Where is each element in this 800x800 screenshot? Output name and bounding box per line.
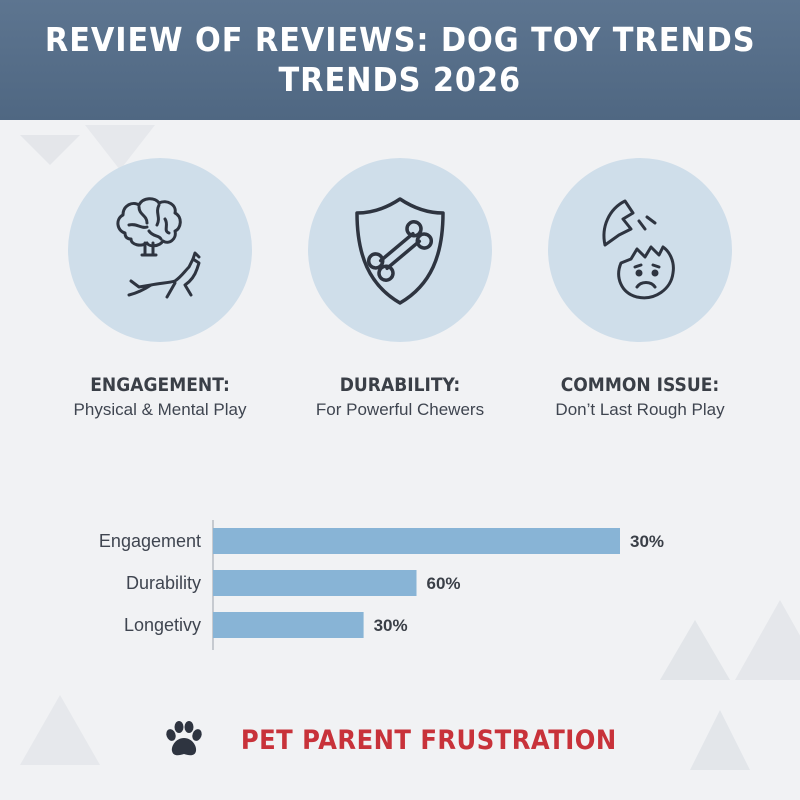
bar-engagement bbox=[213, 528, 620, 554]
footer-text: PET PARENT FRUSTRATION bbox=[241, 724, 617, 756]
data-label: 30% bbox=[374, 616, 408, 635]
feature-common-issue: COMMON ISSUE: Don’t Last Rough Play bbox=[520, 158, 760, 420]
feature-title: ENGAGEMENT: bbox=[90, 374, 230, 396]
broken-toy-sad-icon bbox=[602, 199, 675, 300]
category-label: Engagement bbox=[99, 531, 201, 551]
feature-title: COMMON ISSUE: bbox=[560, 374, 720, 396]
feature-durability: DURABILITY: For Powerful Chewers bbox=[280, 158, 520, 420]
brain-and-dog-icon bbox=[116, 197, 201, 299]
feature-subtitle: Don’t Last Rough Play bbox=[555, 400, 725, 419]
paw-icon bbox=[166, 721, 202, 756]
bg-triangle bbox=[690, 710, 750, 770]
bg-triangle bbox=[20, 695, 100, 765]
data-label: 30% bbox=[630, 532, 664, 551]
header-banner: REVIEW OF REVIEWS: DOG TOY TRENDS TRENDS… bbox=[0, 0, 800, 120]
data-label: 60% bbox=[427, 574, 461, 593]
bar-chart: Engagement 30% Durability 60% Longetivy 30% bbox=[99, 520, 664, 650]
feature-circle bbox=[548, 158, 732, 342]
page-title-line-1: REVIEW OF REVIEWS: DOG TOY TRENDS bbox=[44, 20, 756, 59]
page-title-line-2: TRENDS 2026 bbox=[278, 60, 522, 99]
category-label: Longetivy bbox=[124, 615, 201, 635]
category-label: Durability bbox=[126, 573, 201, 593]
bar-longetivy bbox=[213, 612, 364, 638]
bg-triangle bbox=[660, 620, 730, 680]
bar-durability bbox=[213, 570, 417, 596]
footer: PET PARENT FRUSTRATION bbox=[0, 720, 800, 760]
feature-engagement: ENGAGEMENT: Physical & Mental Play bbox=[40, 158, 280, 420]
bg-triangle bbox=[20, 135, 80, 165]
bg-triangle bbox=[735, 600, 800, 680]
feature-subtitle: For Powerful Chewers bbox=[315, 400, 485, 419]
feature-circle bbox=[68, 158, 252, 342]
feature-title: DURABILITY: bbox=[339, 374, 461, 396]
shield-bone-icon bbox=[355, 197, 445, 305]
feature-subtitle: Physical & Mental Play bbox=[73, 400, 247, 419]
feature-circle bbox=[308, 158, 492, 342]
